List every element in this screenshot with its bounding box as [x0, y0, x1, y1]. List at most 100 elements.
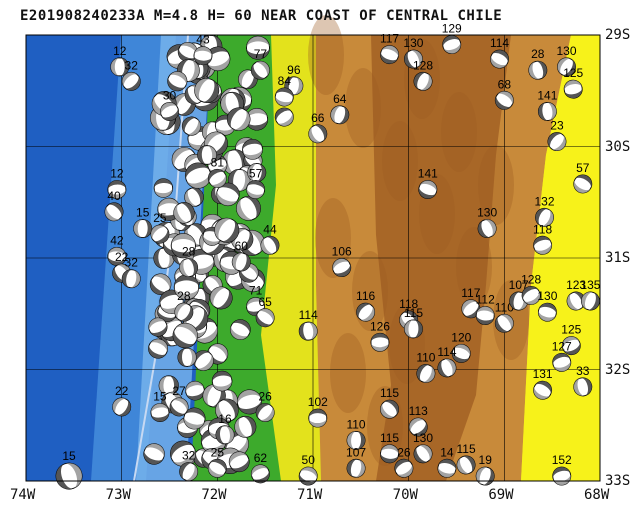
- tension-quadrant: [308, 417, 327, 428]
- tension-quadrant: [150, 105, 164, 131]
- compression-quadrant: [215, 288, 233, 309]
- tension-quadrant: [380, 402, 396, 419]
- tension-quadrant: [154, 187, 173, 198]
- focal-mechanism-icon: [533, 380, 553, 400]
- focal-mechanism-icon: [228, 451, 250, 473]
- earthquake-event: 114: [490, 36, 509, 69]
- tension-quadrant: [173, 203, 189, 224]
- depth-label: 12: [113, 44, 127, 58]
- depth-label: 129: [442, 22, 462, 36]
- depth-label: 22: [115, 250, 129, 264]
- compression-quadrant: [580, 377, 592, 396]
- compression-quadrant: [149, 323, 167, 337]
- earthquake-event: 65: [255, 295, 275, 328]
- earthquake-event: 22: [112, 384, 132, 417]
- compression-quadrant: [242, 196, 261, 219]
- earthquake-event: 26: [394, 445, 414, 478]
- earthquake-event: 125: [561, 323, 582, 356]
- tension-quadrant: [540, 209, 554, 227]
- tension-quadrant: [159, 375, 169, 396]
- compression-quadrant: [119, 57, 129, 76]
- depth-label: 32: [182, 449, 196, 463]
- depth-label: 25: [153, 211, 167, 225]
- compression-quadrant: [442, 35, 461, 48]
- compression-quadrant: [587, 292, 600, 311]
- compression-quadrant: [193, 93, 219, 111]
- tension-quadrant: [210, 286, 228, 308]
- compression-quadrant: [252, 470, 270, 483]
- focal-mechanism-icon: [121, 71, 141, 91]
- tension-quadrant: [184, 463, 198, 481]
- focal-mechanism-icon: [193, 350, 214, 371]
- compression-quadrant: [211, 185, 224, 204]
- compression-quadrant: [538, 102, 549, 121]
- focal-mechanism-icon: [55, 462, 83, 490]
- compression-quadrant: [185, 86, 200, 104]
- earthquake-event: 131: [533, 367, 553, 400]
- focal-mechanism-icon: [209, 286, 233, 310]
- focal-mechanism-icon: [121, 269, 141, 289]
- earthquake-event: 130: [537, 289, 558, 322]
- earthquake-event: 112: [476, 293, 495, 325]
- compression-quadrant: [383, 400, 399, 416]
- tension-quadrant: [203, 384, 218, 407]
- earthquake-event: 118: [533, 222, 552, 255]
- tension-quadrant: [232, 253, 244, 271]
- tension-quadrant: [186, 118, 201, 136]
- earthquake-event: 33: [573, 364, 593, 397]
- depth-label: 28: [177, 289, 191, 303]
- focal-mechanism-icon: [404, 49, 423, 69]
- compression-quadrant: [150, 277, 169, 295]
- tension-quadrant: [254, 61, 270, 78]
- depth-label: 110: [495, 300, 514, 314]
- compression-quadrant: [189, 187, 204, 206]
- focal-mechanism-icon: [394, 458, 414, 478]
- earthquake-event: 14: [437, 445, 457, 478]
- latitude-tick-label: 33S: [605, 473, 631, 489]
- compression-quadrant: [547, 132, 563, 149]
- tension-quadrant: [452, 344, 471, 357]
- relief-patch: [308, 15, 344, 95]
- focal-mechanism-icon: [521, 286, 541, 305]
- depth-label: 60: [235, 239, 249, 253]
- earthquake-event: 68: [494, 77, 514, 110]
- earthquake-event: 12: [107, 167, 127, 199]
- depth-label: 125: [561, 323, 581, 337]
- depth-label: 127: [552, 339, 572, 353]
- focal-mechanism-icon: [413, 71, 433, 91]
- focal-mechanism-icon: [150, 403, 170, 422]
- focal-mechanism-icon: [535, 207, 554, 227]
- focal-mechanism-icon: [170, 233, 196, 259]
- compression-quadrant: [153, 248, 165, 269]
- earthquake-event: 135: [580, 278, 601, 311]
- compression-quadrant: [154, 178, 173, 189]
- compression-quadrant: [173, 329, 196, 348]
- focal-mechanism-icon: [177, 347, 197, 367]
- focal-mechanism-icon: [193, 46, 213, 66]
- tension-quadrant: [241, 274, 264, 292]
- depth-label: 32: [125, 58, 139, 72]
- tension-quadrant: [437, 465, 456, 478]
- compression-quadrant: [184, 408, 206, 422]
- focal-mechanism-icon: [308, 408, 328, 428]
- compression-quadrant: [151, 411, 169, 422]
- focal-mechanism-icon: [494, 313, 514, 333]
- compression-quadrant: [552, 467, 571, 479]
- depth-label: 66: [311, 111, 325, 125]
- tension-quadrant: [149, 339, 168, 353]
- tension-quadrant: [573, 179, 591, 193]
- compression-quadrant: [476, 314, 495, 325]
- focal-mechanism-icon: [234, 415, 257, 438]
- depth-label: 141: [537, 88, 557, 102]
- latitude-tick-label: 30S: [605, 138, 631, 155]
- focal-mechanism-icon: [408, 417, 428, 437]
- depth-label: 128: [521, 272, 541, 286]
- earthquake-event: 106: [332, 245, 352, 278]
- tension-quadrant: [241, 263, 259, 279]
- depth-label: 23: [550, 119, 564, 133]
- depth-label: 110: [346, 417, 365, 431]
- earthquake-event: 115: [456, 442, 476, 475]
- earthquake-event: 141: [418, 167, 438, 199]
- tension-quadrant: [247, 163, 258, 182]
- tension-quadrant: [236, 197, 255, 221]
